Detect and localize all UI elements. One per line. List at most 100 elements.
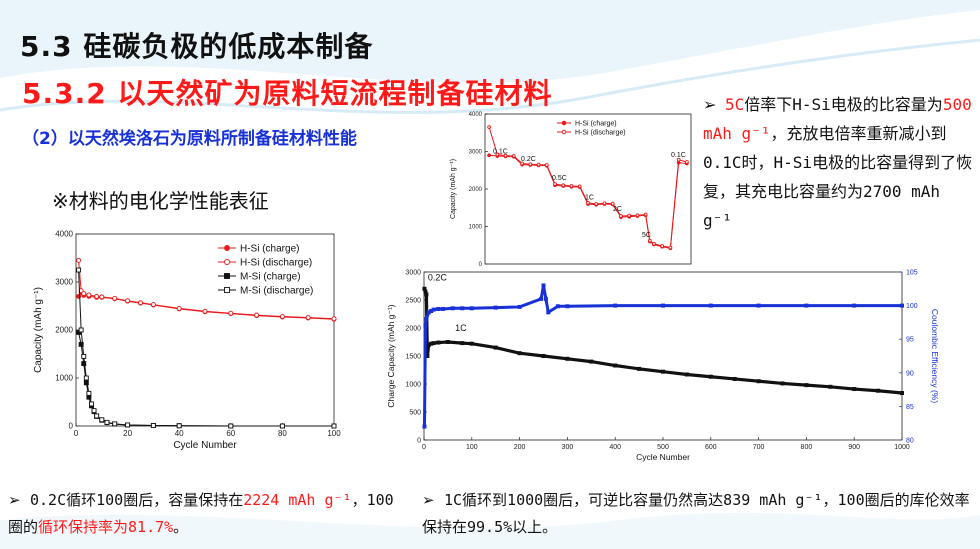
data-point — [828, 384, 833, 389]
data-point — [589, 359, 594, 364]
data-point — [228, 310, 234, 316]
legend-label: H-Si (discharge) — [240, 258, 312, 269]
x-tick-label: 100 — [327, 429, 341, 438]
x-tick-label: 400 — [609, 444, 621, 451]
data-point — [83, 375, 89, 381]
y-tick-label: 2000 — [405, 325, 421, 332]
y2-tick-label: 105 — [906, 270, 918, 277]
arrow-icon: ➢ — [422, 491, 435, 509]
x-tick-label: 300 — [562, 444, 574, 451]
data-point — [81, 353, 87, 359]
x-tick-label: 700 — [753, 444, 765, 451]
y-tick-label: 2000 — [55, 326, 73, 335]
data-point — [125, 298, 131, 304]
data-point — [279, 423, 285, 429]
y-axis-label: Charge Capacity (mAh g⁻¹) — [386, 304, 396, 407]
data-point — [424, 292, 429, 297]
data-point — [661, 303, 665, 308]
legend-label: M-Si (charge) — [240, 272, 301, 283]
y-axis-label: Capacity (mAh g⁻¹) — [450, 159, 457, 219]
series-line — [78, 291, 335, 320]
y-tick-label: 2000 — [469, 187, 483, 193]
y2-tick-label: 85 — [906, 404, 914, 411]
subheading: ※材料的电化学性能表征 — [52, 189, 269, 213]
data-point — [423, 323, 428, 328]
data-point — [469, 341, 474, 346]
data-point — [804, 383, 809, 388]
data-point — [756, 379, 761, 384]
data-point — [536, 162, 541, 167]
data-point — [423, 289, 428, 294]
data-point — [684, 372, 689, 377]
y-axis-label: Capacity (mAh g⁻¹) — [33, 287, 44, 373]
data-point — [635, 213, 640, 218]
x-axis-label: Cycle Number — [173, 440, 237, 451]
y-tick-label: 1000 — [469, 225, 483, 231]
data-point — [331, 316, 337, 322]
data-point — [543, 296, 548, 301]
data-point — [422, 424, 427, 429]
y2-tick-label: 90 — [906, 370, 914, 377]
data-point — [517, 351, 522, 356]
rate-annotation: 0.2C — [428, 272, 448, 282]
data-point — [78, 341, 84, 347]
rate-annotation: 2C — [613, 206, 622, 213]
data-point — [99, 417, 105, 423]
y-tick-label: 3000 — [55, 278, 73, 287]
data-point — [561, 183, 566, 188]
data-point — [150, 423, 156, 428]
x-tick-label: 1000 — [894, 444, 910, 451]
data-point — [426, 342, 431, 347]
data-point — [676, 157, 681, 162]
data-point — [852, 387, 857, 392]
data-point — [520, 161, 524, 166]
data-point — [150, 302, 156, 308]
data-point — [643, 212, 648, 217]
data-point — [445, 340, 450, 344]
data-point — [517, 304, 522, 309]
legend-marker — [561, 120, 567, 126]
y-tick-label: 0 — [479, 262, 483, 268]
y-tick-label: 500 — [409, 409, 421, 416]
data-point — [450, 306, 455, 311]
note-right-text1: 倍率下H-Si电极的比容量为 — [744, 95, 943, 114]
x-tick-label: 0 — [422, 444, 426, 451]
data-point — [424, 317, 429, 322]
y-tick-label: 0 — [417, 437, 421, 444]
data-point — [112, 421, 118, 427]
data-point — [436, 340, 441, 345]
data-point — [708, 303, 713, 308]
data-point — [431, 341, 436, 346]
plot-frame — [484, 113, 692, 265]
data-point — [86, 390, 92, 396]
note-bl-text3: 。 — [173, 518, 189, 536]
data-point — [577, 184, 582, 189]
note-bl-text1: 0.2C循环100圈后，容量保持在 — [30, 491, 244, 509]
legend-marker — [561, 129, 567, 135]
y2-axis-label: Coulombic Efficiency (%) — [930, 309, 940, 403]
data-point — [493, 305, 498, 310]
data-point — [176, 423, 182, 429]
data-point — [426, 310, 431, 315]
data-point — [81, 361, 87, 367]
data-point — [94, 293, 100, 299]
data-point — [511, 154, 516, 158]
data-point — [76, 257, 82, 263]
data-point — [660, 244, 665, 248]
note-bottom-right: ➢ 1C循环到1000圈后，可逆比容量仍然高达839 mAh g⁻¹，100圈后的… — [422, 487, 977, 541]
note-right-value: 500 mAh g⁻¹ — [703, 95, 972, 143]
data-point — [565, 304, 570, 309]
data-point — [176, 305, 182, 311]
y-tick-label: 1000 — [405, 381, 421, 388]
data-point — [331, 423, 337, 429]
x-tick-label: 800 — [801, 444, 813, 451]
legend-label: H-Si (charge) — [240, 244, 299, 255]
rate-annotation: 0.1C — [671, 152, 686, 159]
rate-annotation: 5C — [642, 232, 651, 239]
data-point — [279, 314, 285, 320]
y-tick-label: 4000 — [469, 112, 483, 118]
data-point — [469, 306, 474, 311]
legend-label: H-Si (charge) — [575, 121, 617, 128]
data-point — [487, 153, 491, 158]
